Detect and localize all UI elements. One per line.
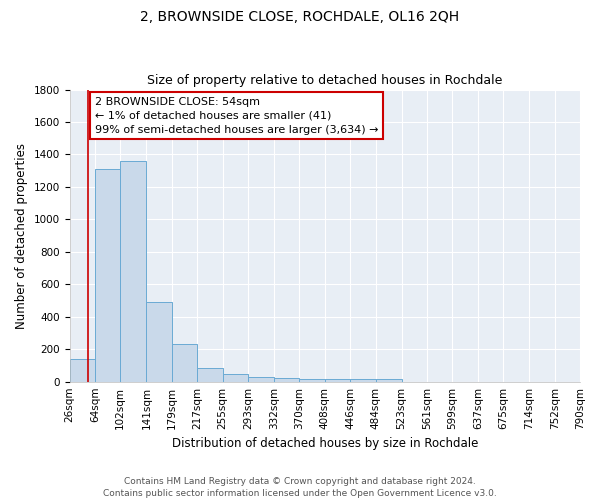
- Bar: [248, 377, 274, 382]
- Bar: [121, 161, 146, 382]
- Text: Contains HM Land Registry data © Crown copyright and database right 2024.
Contai: Contains HM Land Registry data © Crown c…: [103, 476, 497, 498]
- Bar: [146, 302, 172, 382]
- Title: Size of property relative to detached houses in Rochdale: Size of property relative to detached ho…: [147, 74, 502, 87]
- Bar: [299, 379, 325, 382]
- Bar: [274, 378, 299, 382]
- Bar: [172, 344, 197, 382]
- Bar: [376, 379, 401, 382]
- Bar: [223, 374, 248, 382]
- Text: 2 BROWNSIDE CLOSE: 54sqm
← 1% of detached houses are smaller (41)
99% of semi-de: 2 BROWNSIDE CLOSE: 54sqm ← 1% of detache…: [95, 97, 379, 135]
- Bar: [350, 379, 376, 382]
- Y-axis label: Number of detached properties: Number of detached properties: [15, 142, 28, 328]
- Bar: [325, 379, 350, 382]
- Text: 2, BROWNSIDE CLOSE, ROCHDALE, OL16 2QH: 2, BROWNSIDE CLOSE, ROCHDALE, OL16 2QH: [140, 10, 460, 24]
- Bar: [197, 368, 223, 382]
- Bar: [95, 169, 121, 382]
- X-axis label: Distribution of detached houses by size in Rochdale: Distribution of detached houses by size …: [172, 437, 478, 450]
- Bar: [70, 359, 95, 382]
